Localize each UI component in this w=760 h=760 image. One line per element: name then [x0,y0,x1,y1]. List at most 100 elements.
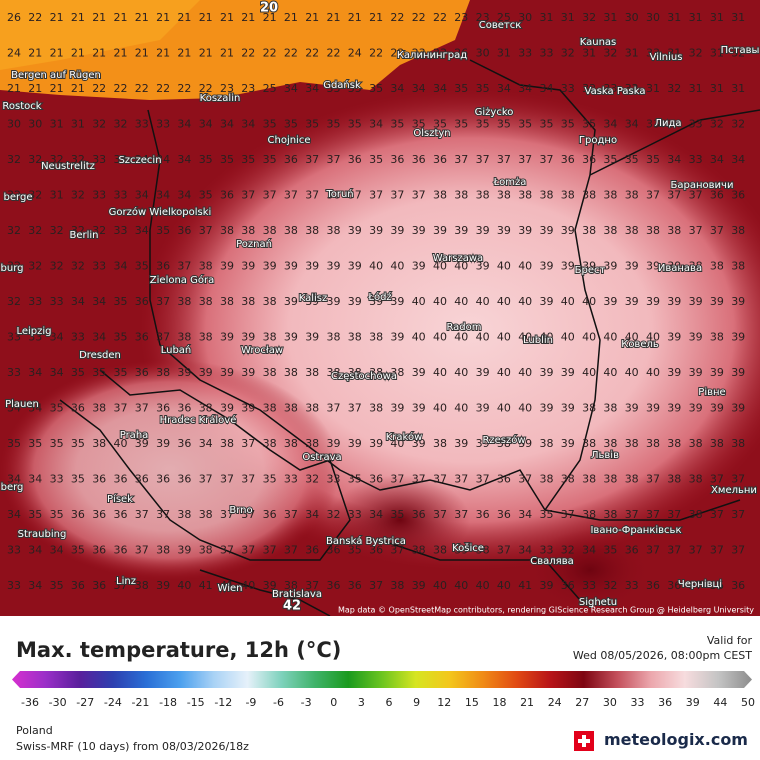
temperature-value: 38 [667,473,681,486]
temperature-value: 38 [305,437,319,450]
colorbar-tick-label: 39 [685,696,700,709]
city-label: Hradec Králové [160,414,237,426]
colorbar [12,671,752,688]
temperature-value: 33 [561,82,575,95]
city-label: berg [1,482,24,493]
temperature-value: 37 [667,189,681,202]
temperature-value: 21 [263,11,277,24]
temperature-value: 39 [241,402,255,415]
temperature-value: 39 [220,331,234,344]
swiss-flag [574,731,594,751]
temperature-value: 36 [305,544,319,557]
temperature-value: 38 [710,331,724,344]
city-label: Lubań [161,344,192,356]
temperature-value: 37 [454,473,468,486]
temperature-value: 33 [28,295,42,308]
temperature-value: 37 [454,508,468,521]
temperature-value: 31 [625,47,639,60]
temperature-value: 40 [476,579,490,592]
temperature-value: 35 [497,118,511,131]
temperature-value: 37 [390,473,404,486]
temperature-value: 35 [50,508,64,521]
temperature-value: 34 [369,508,383,521]
city-label: Свалява [530,556,573,567]
colorbar-tick-label: 6 [385,696,393,709]
temperature-value: 35 [603,153,617,166]
temperature-value: 40 [582,331,596,344]
temperature-value: 36 [646,579,660,592]
temperature-value: 39 [710,366,724,379]
temperature-value: 37 [135,508,149,521]
temperature-value: 32 [92,118,106,131]
temperature-value: 35 [50,402,64,415]
city-label: Łomża [493,177,527,188]
temperature-value: 34 [433,82,447,95]
temperature-value: 35 [71,473,85,486]
temperature-value: 38 [689,473,703,486]
temperature-value: 36 [114,473,128,486]
temperature-value: 39 [540,402,554,415]
temperature-value: 40 [561,331,575,344]
temperature-value: 36 [731,579,745,592]
city-label: Хмельни [711,485,757,496]
temperature-value: 23 [433,47,447,60]
temperature-value: 33 [50,473,64,486]
temperature-value: 39 [412,366,426,379]
temperature-value: 21 [92,47,106,60]
temperature-value: 36 [710,579,724,592]
colorbar-tick-label: 21 [520,696,535,709]
temperature-value: 37 [412,189,426,202]
temperature-value: 31 [667,11,681,24]
colorbar-tick-label: 15 [464,696,479,709]
temperature-value: 37 [284,189,298,202]
temperature-value: 35 [540,118,554,131]
city-label: Gdańsk [323,79,361,91]
temperature-value: 37 [412,473,426,486]
temperature-value: 37 [646,544,660,557]
temperature-value: 38 [327,331,341,344]
temperature-value: 32 [92,224,106,237]
temperature-value: 35 [454,82,468,95]
temperature-value: 22 [284,47,298,60]
temperature-value: 40 [497,260,511,273]
temperature-value: 32 [7,153,21,166]
temperature-value: 31 [582,47,596,60]
valid-label: Valid for [706,634,752,647]
temperature-value: 38 [390,366,404,379]
temperature-value: 32 [7,189,21,202]
temperature-value: 39 [412,579,426,592]
temperature-value: 39 [390,331,404,344]
model-run: Swiss-MRF (10 days) from 08/03/2026/18z [16,740,249,753]
colorbar-tick-label: 44 [713,696,728,709]
temperature-value: 39 [390,295,404,308]
temperature-value: 36 [92,544,106,557]
temperature-value: 39 [284,295,298,308]
sea-warm-2 [0,0,200,70]
temperature-value: 38 [199,260,213,273]
temperature-value: 34 [135,153,149,166]
temperature-value: 37 [348,402,362,415]
temperature-value: 33 [92,260,106,273]
temperature-value: 35 [156,224,170,237]
temperature-value: 39 [390,224,404,237]
temperature-value: 34 [518,508,532,521]
temperature-value: 39 [369,224,383,237]
temperature-value: 34 [412,82,426,95]
temperature-value: 37 [497,153,511,166]
temperature-value: 40 [497,366,511,379]
temperature-value: 39 [135,437,149,450]
colorbar-tick-label: -18 [159,696,178,709]
temperature-value: 37 [497,544,511,557]
city-label: Koszalin [200,93,241,104]
temperature-value: 39 [540,224,554,237]
temperature-value: 37 [220,508,234,521]
temperature-value: 37 [731,544,745,557]
city-label: Советск [479,20,522,31]
temperature-value: 32 [561,47,575,60]
temperature-value: 33 [92,189,106,202]
temperature-value: 37 [625,508,639,521]
temperature-value: 38 [220,224,234,237]
temperature-value: 34 [667,153,681,166]
temperature-value: 32 [28,153,42,166]
temperature-value: 33 [284,473,298,486]
